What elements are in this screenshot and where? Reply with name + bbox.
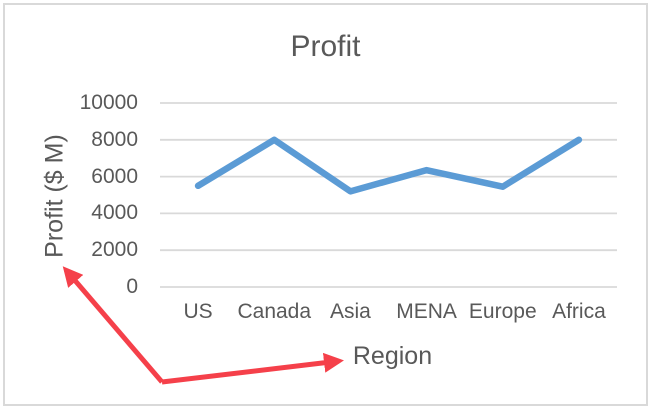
category-label: Africa <box>552 300 606 323</box>
y-tick-label: 6000 <box>91 165 138 188</box>
x-axis-title: Region <box>352 342 433 370</box>
category-label: Canada <box>237 300 312 323</box>
y-tick-label: 10000 <box>79 91 138 114</box>
y-tick-label: 8000 <box>91 128 138 151</box>
y-tick-label: 2000 <box>91 238 138 261</box>
gridlines <box>160 102 617 288</box>
category-label: Asia <box>330 300 371 323</box>
category-label: US <box>183 300 213 323</box>
arrow-to-y-axis-title <box>62 266 164 384</box>
category-label: MENA <box>396 300 457 323</box>
y-tick-label: 4000 <box>91 201 138 224</box>
x-axis-category-labels: US Canada Asia MENA Europe Africa <box>160 300 617 324</box>
arrow-to-x-axis-title <box>161 352 344 385</box>
category-label: Europe <box>468 300 537 323</box>
chart-title: Profit <box>290 30 361 63</box>
y-tick-label: 0 <box>126 275 138 298</box>
series-line-profit <box>194 136 583 195</box>
